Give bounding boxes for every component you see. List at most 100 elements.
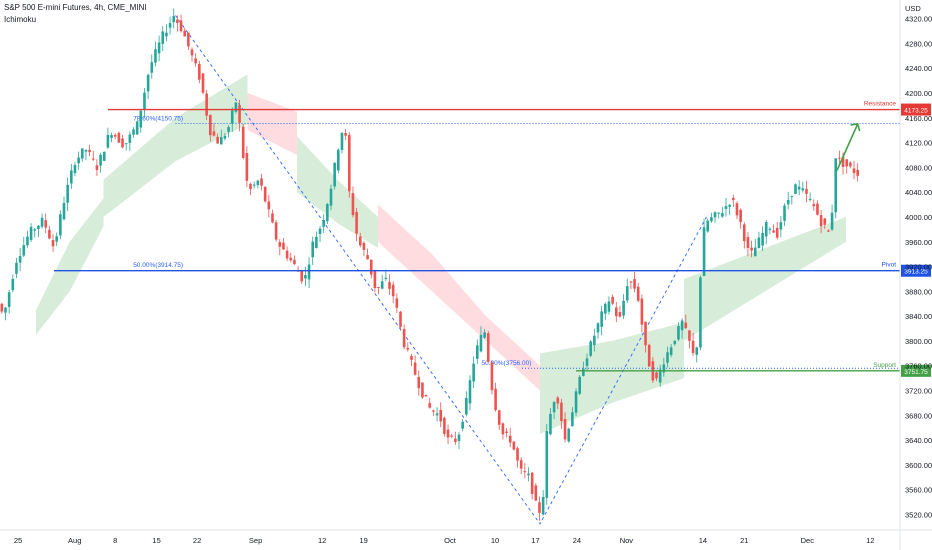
- candle-body: [468, 380, 472, 404]
- candle-body: [157, 42, 161, 54]
- candle-body: [607, 301, 611, 312]
- candle-body: [677, 326, 680, 340]
- candle-body: [710, 217, 713, 222]
- cloud-segment-6: [684, 216, 846, 341]
- candle-body: [582, 368, 585, 376]
- candle-body: [629, 281, 633, 283]
- y-tick-label: 3800.00: [905, 337, 932, 346]
- y-tick-label: 4320.00: [905, 15, 932, 24]
- candle-body: [753, 247, 757, 257]
- candle-body: [497, 410, 501, 425]
- candle-body: [172, 16, 176, 23]
- candle-body: [508, 435, 512, 443]
- candle-body: [647, 344, 651, 367]
- candle-body: [413, 362, 417, 375]
- candle-body: [7, 292, 11, 307]
- y-tick-label: 3880.00: [905, 287, 932, 296]
- candle-body: [337, 149, 340, 171]
- candle-body: [402, 329, 406, 348]
- candle-body: [362, 242, 366, 250]
- fib-zigzag: [175, 15, 707, 525]
- candle-body: [377, 286, 380, 288]
- candle-body: [644, 321, 647, 346]
- candle-body: [44, 220, 48, 228]
- candle-body: [318, 228, 322, 235]
- indicator-label: Ichimoku: [4, 15, 37, 24]
- candle-body: [600, 311, 603, 327]
- candle-body: [344, 133, 347, 136]
- resistance-price-tag: [901, 103, 931, 116]
- candle-body: [728, 204, 731, 207]
- candle-body: [263, 186, 267, 202]
- candle-body: [622, 300, 625, 316]
- candle-body: [51, 240, 55, 247]
- candle-body: [91, 158, 95, 160]
- x-tick-label: 14: [699, 536, 707, 545]
- candle-body: [560, 402, 563, 422]
- candle-body: [102, 151, 106, 161]
- candle-body: [472, 363, 475, 382]
- candle-body: [66, 184, 69, 203]
- candle-body: [680, 320, 684, 331]
- candle-body: [373, 270, 377, 289]
- candle-body: [541, 497, 545, 515]
- candle-body: [574, 391, 578, 413]
- x-tick-label: Oct: [444, 536, 457, 545]
- candle-body: [812, 204, 816, 207]
- x-tick-label: Nov: [620, 536, 634, 545]
- x-tick-label: 10: [491, 536, 499, 545]
- y-tick-label: 3560.00: [905, 486, 932, 495]
- candle-body: [640, 298, 644, 325]
- candle-body: [779, 222, 783, 230]
- x-tick-label: 24: [573, 536, 581, 545]
- candle-body: [99, 154, 102, 166]
- candle-body: [432, 410, 435, 412]
- x-tick-label: Aug: [68, 536, 81, 545]
- candle-body: [830, 212, 834, 230]
- candle-body: [260, 178, 263, 186]
- candle-body: [461, 421, 464, 429]
- candle-body: [311, 241, 315, 258]
- candle-body: [702, 227, 706, 276]
- candle-body: [205, 93, 208, 116]
- candle-body: [33, 229, 37, 231]
- candle-body: [585, 358, 589, 366]
- candle-body: [556, 397, 560, 404]
- candle-body: [596, 323, 600, 333]
- candle-body: [717, 212, 720, 214]
- candle-body: [241, 126, 245, 158]
- candle-body: [395, 298, 399, 308]
- candle-body: [475, 345, 479, 359]
- candle-body: [446, 429, 450, 438]
- candle-body: [212, 131, 216, 136]
- candle-body: [165, 32, 168, 37]
- candle-body: [827, 230, 830, 232]
- candle-body: [684, 322, 688, 329]
- candle-body: [70, 170, 73, 184]
- candle-body: [143, 92, 146, 110]
- candle-body: [516, 448, 519, 461]
- candle-body: [194, 58, 197, 64]
- candle-body: [135, 121, 139, 135]
- candle-body: [139, 110, 143, 128]
- candle-body: [282, 242, 285, 250]
- candle-body: [735, 203, 739, 216]
- candle-body: [527, 473, 530, 476]
- x-tick-label: 21: [740, 536, 748, 545]
- candle-body: [662, 364, 666, 373]
- candle-body: [15, 262, 18, 274]
- candle-body: [505, 431, 508, 433]
- y-tick-label: 3840.00: [905, 312, 932, 321]
- candle-body: [849, 162, 852, 167]
- candle-body: [757, 237, 761, 248]
- candlestick-series[interactable]: [0, 8, 859, 521]
- y-tick-label: 3640.00: [905, 436, 932, 445]
- support-price-tag: [901, 364, 931, 377]
- candle-body: [794, 184, 797, 195]
- candle-body: [369, 259, 373, 275]
- support-price-value: 3751.75: [904, 369, 928, 376]
- candle-body: [161, 31, 165, 44]
